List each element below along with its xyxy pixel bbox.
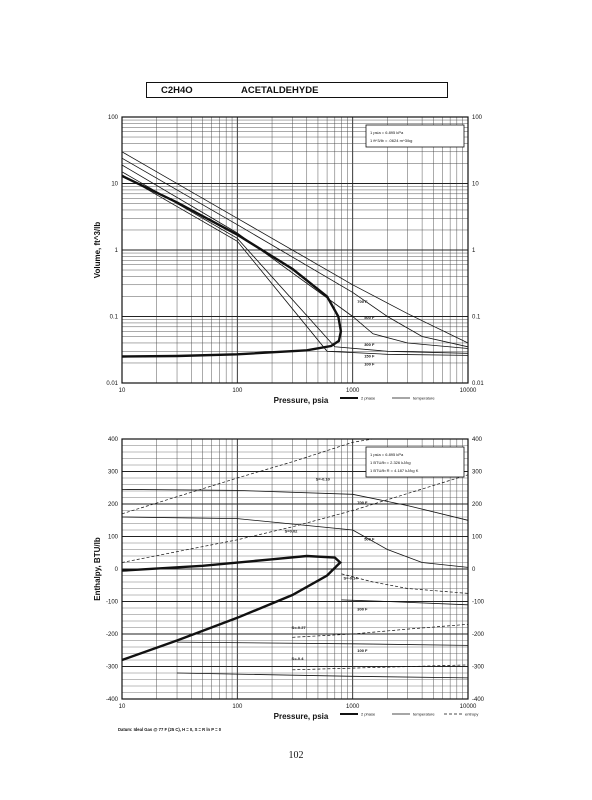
compound-header: C2H4O ACETALDEHYDE (146, 82, 448, 98)
x-tick-label: 10 (119, 704, 126, 710)
entropy-label: S=0.02 (285, 529, 299, 534)
info-box-line: 1 BTU/lb = 2.326 kJ/kg (370, 460, 411, 465)
isotherm-label: 700 F (357, 299, 368, 304)
series-line-s-0-10 (121, 438, 374, 515)
legend-label: 2 phase (361, 712, 376, 717)
entropy-label: S=-0.10 (316, 477, 331, 482)
y-tick-label-left: -200 (106, 632, 119, 638)
series-line-s-0-27 (292, 623, 469, 638)
plot-frame (121, 438, 469, 700)
series-line-s-0-4 (292, 664, 469, 671)
y-tick-label-left: 300 (108, 470, 119, 476)
y-tick-label-left: 200 (108, 502, 119, 508)
series-line-2-phase (121, 174, 343, 358)
chart-volume: 10 100 1000 10000 100 10 1 0.1 0.01 100 10 1 0.1 0.01… (93, 115, 484, 405)
legend-label: 2 phase (361, 396, 376, 401)
y-tick-label-right: 1 (472, 248, 476, 254)
series-line-300-f (341, 599, 469, 606)
isotherm-label: 700 F (357, 500, 368, 505)
x-tick-label: 1000 (346, 704, 360, 710)
series-line-700-f (121, 151, 469, 344)
chemical-formula: C2H4O (161, 85, 193, 96)
series-line-2-phase (121, 554, 342, 662)
y-tick-label-right: 400 (472, 437, 483, 443)
info-box (365, 124, 465, 148)
datum-note: Datum: Ideal Gas @ 77 F (25 C), H = 0, S… (118, 727, 222, 732)
y-tick-label-right: 100 (472, 115, 483, 121)
y-tick-label-left: 10 (111, 182, 118, 188)
y-tick-label-right: 300 (472, 470, 483, 476)
y-tick-label-left: 100 (108, 535, 119, 541)
plot-frame (121, 116, 469, 384)
y-tick-label-right: 0 (472, 567, 476, 573)
chart-enthalpy: 10 100 1000 100004003002001000-100-200-300-… (93, 437, 485, 721)
x-tick-label: 10000 (460, 388, 477, 394)
x-tick-label: 10 (119, 388, 126, 394)
isotherm-label: 500 F (364, 536, 375, 541)
y-tick-label-right: 0.1 (472, 315, 481, 321)
entropy-label: S=-0.14 (343, 575, 358, 580)
isotherm-label: 300 F (357, 607, 368, 612)
x-axis-label: Pressure, psia (274, 712, 329, 721)
isotherm-label: 150 F (364, 354, 375, 359)
y-tick-label-right: 0.01 (472, 381, 484, 387)
compound-name: ACETALDEHYDE (241, 85, 319, 96)
y-tick-label-left: 100 (108, 115, 119, 121)
entropy-label: S=-0.4 (292, 656, 305, 661)
x-tick-label: 10000 (460, 704, 477, 710)
y-tick-label-left: 0.01 (106, 381, 118, 387)
x-axis-label: Pressure, psia (274, 396, 329, 405)
info-box-line: 1 psia = 6.895 kPa (370, 130, 404, 135)
y-axis-label: Enthalpy, BTU/lb (93, 537, 102, 601)
isotherm-label: 300 F (364, 342, 375, 347)
y-tick-label-right: -300 (472, 665, 485, 671)
y-tick-label-right: -100 (472, 600, 485, 606)
legend-label: entropy (465, 712, 478, 717)
info-box-line: 1 BTU/lb R = 4.187 kJ/kg K (370, 468, 419, 473)
legend-label: temperature (413, 712, 435, 717)
series-line-s-0-14 (341, 573, 469, 594)
series-line-700-f (121, 489, 469, 521)
y-tick-label-right: -200 (472, 632, 485, 638)
y-tick-label-left: 0.1 (110, 315, 119, 321)
y-tick-label-left: -300 (106, 665, 119, 671)
y-axis-label: Volume, ft^3/lb (93, 222, 102, 279)
legend-label: temperature (413, 396, 435, 401)
page-number: 102 (288, 750, 304, 761)
series-line-100-f (121, 174, 469, 356)
series-line-s-0-02 (121, 474, 469, 563)
y-tick-label-left: 1 (115, 248, 119, 254)
series-line-300-f (121, 164, 469, 349)
x-tick-label: 100 (232, 388, 243, 394)
entropy-label: S=-0.27 (292, 625, 307, 630)
y-tick-label-right: -400 (472, 697, 485, 703)
y-tick-label-right: 100 (472, 535, 483, 541)
series-line-150-f (176, 672, 469, 679)
y-tick-label-left: 0 (115, 567, 119, 573)
x-tick-label: 1000 (346, 388, 360, 394)
info-box-line: 1 psia = 6.895 kPa (370, 452, 404, 457)
y-tick-label-right: 200 (472, 502, 483, 508)
isotherm-label: 500 F (364, 315, 375, 320)
y-tick-label-left: 400 (108, 437, 119, 443)
y-tick-label-left: -100 (106, 600, 119, 606)
y-tick-label-right: 10 (472, 182, 479, 188)
x-tick-label: 100 (232, 704, 243, 710)
series-line-500-f (121, 157, 469, 348)
isotherm-label: 100 F (364, 362, 375, 367)
series-line-150-f (121, 171, 469, 354)
info-box-line: 1 ft^3/lb = .0624 m^3/kg (370, 138, 412, 143)
isotherm-label: 100 F (357, 648, 368, 653)
series-line-500-f (121, 516, 469, 568)
series-line-100-f (176, 641, 469, 646)
y-tick-label-left: -400 (106, 697, 119, 703)
info-box (365, 446, 465, 478)
